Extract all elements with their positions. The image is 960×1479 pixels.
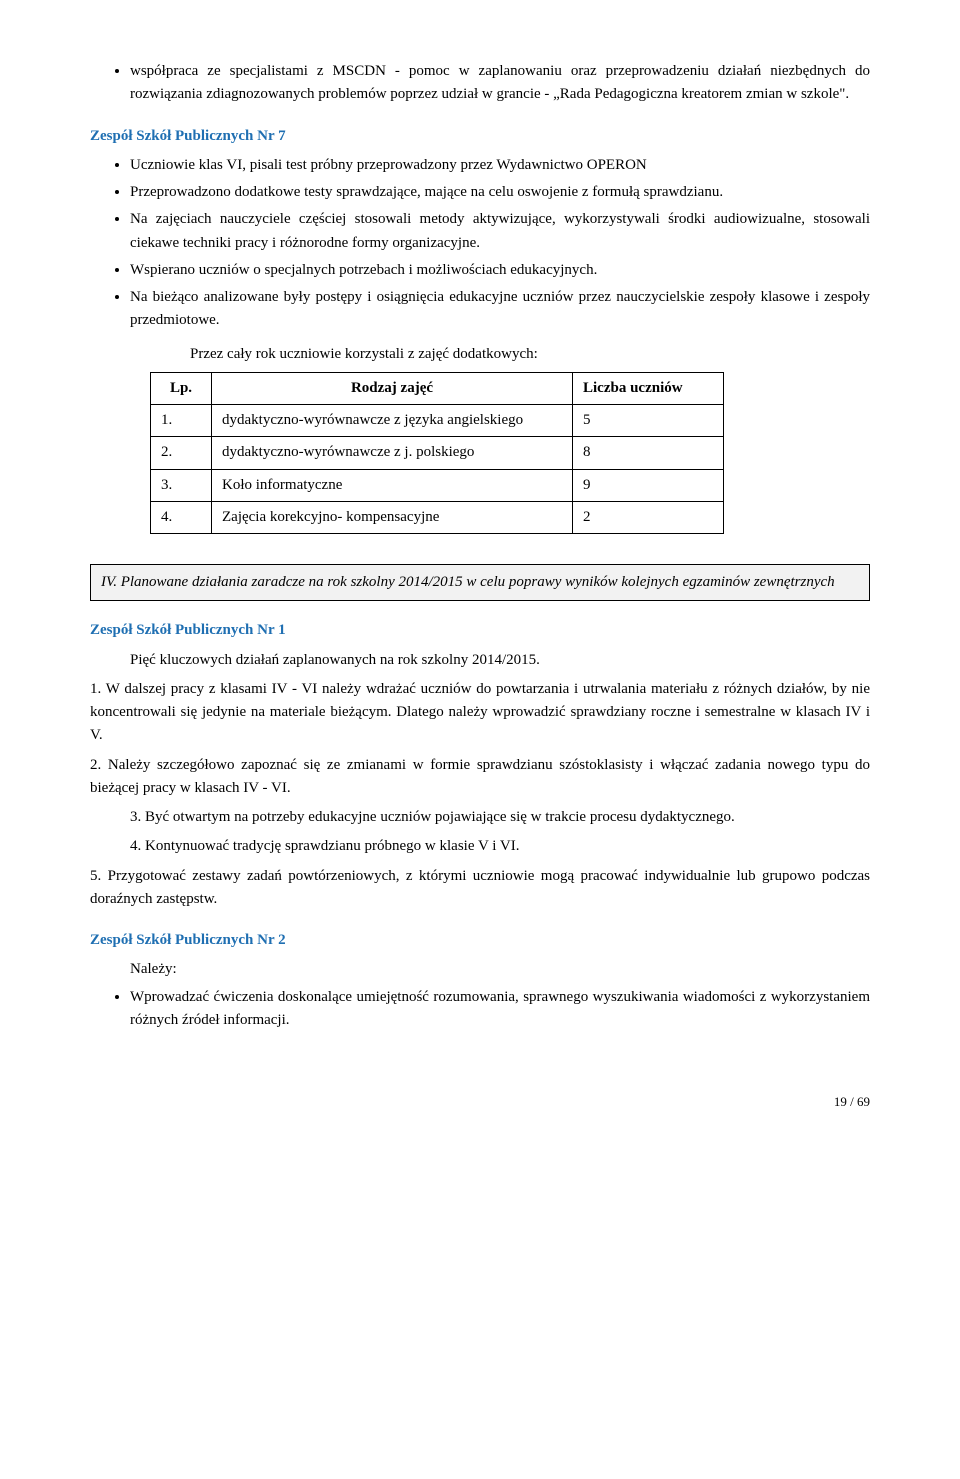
col-rodzaj: Rodzaj zajęć: [212, 372, 573, 404]
school2-lead: Należy:: [130, 958, 870, 981]
table-row: 4. Zajęcia korekcyjno- kompensacyjne 2: [151, 501, 724, 533]
school1-item: 5. Przygotować zestawy zadań powtórzenio…: [90, 865, 870, 912]
school2-title: Zespół Szkół Publicznych Nr 2: [90, 929, 870, 952]
cell-liczba: 8: [573, 437, 724, 469]
cell-lp: 4.: [151, 501, 212, 533]
school1-block: Pięć kluczowych działań zaplanowanych na…: [130, 649, 870, 672]
cell-rodzaj: dydaktyczno-wyrównawcze z języka angiels…: [212, 405, 573, 437]
list-item: Na zajęciach nauczyciele częściej stosow…: [130, 208, 870, 255]
section-iv-heading: IV. Planowane działania zaradcze na rok …: [101, 574, 835, 590]
cell-rodzaj: Zajęcia korekcyjno- kompensacyjne: [212, 501, 573, 533]
page-footer: 19 / 69: [90, 1092, 870, 1112]
school1-item-text: 5. Przygotować zestawy zadań powtórzenio…: [90, 868, 870, 907]
section-iv-box: IV. Planowane działania zaradcze na rok …: [90, 564, 870, 601]
school7-title: Zespół Szkół Publicznych Nr 7: [90, 125, 870, 148]
table-header-row: Lp. Rodzaj zajęć Liczba uczniów: [151, 372, 724, 404]
school2-bullet-list: Wprowadzać ćwiczenia doskonalące umiejęt…: [90, 986, 870, 1033]
school2-block: Należy:: [130, 958, 870, 981]
top-bullet-list: współpraca ze specjalistami z MSCDN - po…: [90, 60, 870, 107]
table-row: 3. Koło informatyczne 9: [151, 469, 724, 501]
col-liczba: Liczba uczniów: [573, 372, 724, 404]
col-lp: Lp.: [151, 372, 212, 404]
cell-lp: 3.: [151, 469, 212, 501]
school1-item-text: 2. Należy szczegółowo zapoznać się ze zm…: [90, 757, 870, 796]
list-item: Na bieżąco analizowane były postępy i os…: [130, 286, 870, 333]
list-item: Wspierano uczniów o specjalnych potrzeba…: [130, 259, 870, 282]
list-item: Przeprowadzono dodatkowe testy sprawdzaj…: [130, 181, 870, 204]
cell-rodzaj: dydaktyczno-wyrównawcze z j. polskiego: [212, 437, 573, 469]
school1-item-text: 3. Być otwartym na potrzeby edukacyjne u…: [130, 806, 735, 829]
list-item: Uczniowie klas VI, pisali test próbny pr…: [130, 154, 870, 177]
school7-bullet-list: Uczniowie klas VI, pisali test próbny pr…: [90, 154, 870, 333]
list-item: współpraca ze specjalistami z MSCDN - po…: [130, 60, 870, 107]
cell-liczba: 2: [573, 501, 724, 533]
school1-item: 1. W dalszej pracy z klasami IV - VI nal…: [90, 678, 870, 748]
school1-intro: Pięć kluczowych działań zaplanowanych na…: [130, 649, 870, 672]
school1-item: 4. Kontynuować tradycję sprawdzianu prób…: [90, 835, 870, 858]
school1-item: 2. Należy szczegółowo zapoznać się ze zm…: [90, 754, 870, 801]
cell-liczba: 5: [573, 405, 724, 437]
cell-lp: 1.: [151, 405, 212, 437]
cell-rodzaj: Koło informatyczne: [212, 469, 573, 501]
school1-item: 3. Być otwartym na potrzeby edukacyjne u…: [90, 806, 870, 829]
list-item: Wprowadzać ćwiczenia doskonalące umiejęt…: [130, 986, 870, 1033]
school1-item-text: 1. W dalszej pracy z klasami IV - VI nal…: [90, 681, 870, 744]
table-row: 2. dydaktyczno-wyrównawcze z j. polskieg…: [151, 437, 724, 469]
activities-table: Lp. Rodzaj zajęć Liczba uczniów 1. dydak…: [150, 372, 724, 534]
table-row: 1. dydaktyczno-wyrównawcze z języka angi…: [151, 405, 724, 437]
cell-lp: 2.: [151, 437, 212, 469]
school1-title: Zespół Szkół Publicznych Nr 1: [90, 619, 870, 642]
cell-liczba: 9: [573, 469, 724, 501]
table-caption: Przez cały rok uczniowie korzystali z za…: [190, 343, 870, 366]
school1-item-text: 4. Kontynuować tradycję sprawdzianu prób…: [130, 835, 520, 858]
